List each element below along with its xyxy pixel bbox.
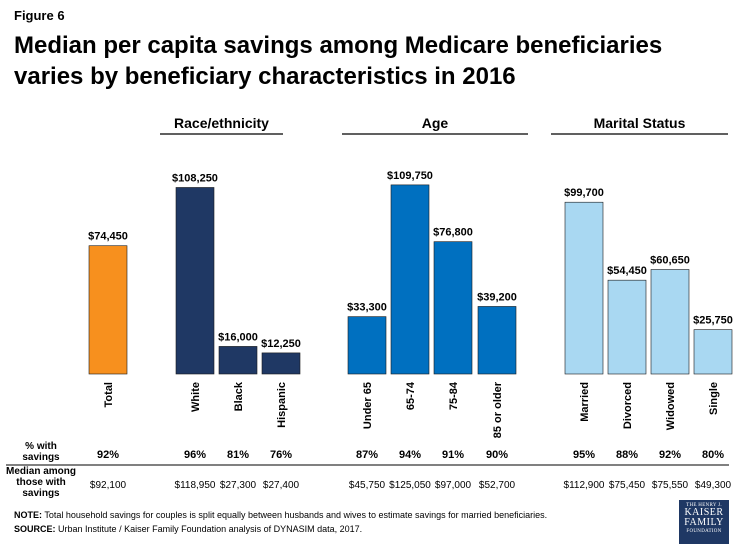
pct-row-label: % with savings (22, 441, 60, 463)
median-among-savers: $112,900 (564, 480, 605, 491)
pct-with-savings: 80% (702, 449, 724, 461)
pct-with-savings: 95% (573, 449, 595, 461)
data-label: $109,750 (387, 170, 433, 182)
pct-with-savings: 92% (659, 449, 681, 461)
median-among-savers: $27,300 (220, 480, 257, 491)
data-label: $76,800 (433, 227, 473, 239)
bar (693, 329, 733, 375)
median-among-savers: $52,700 (479, 480, 516, 491)
source-label: SOURCE: (14, 524, 56, 534)
median-among-savers: $92,100 (90, 480, 127, 491)
note-text: Total household savings for couples is s… (44, 510, 548, 520)
bar (390, 184, 430, 375)
category-label: Black (233, 381, 245, 411)
data-label: $99,700 (564, 187, 604, 199)
data-label: $54,450 (607, 265, 647, 277)
source: SOURCE: Urban Institute / Kaiser Family … (14, 524, 362, 534)
pct-with-savings: 94% (399, 449, 421, 461)
median-row-label: Median among those with savings (6, 466, 77, 499)
bar (607, 279, 647, 375)
bar (650, 269, 690, 375)
category-label: Under 65 (362, 382, 374, 429)
data-label: $33,300 (347, 302, 387, 314)
note: NOTE: Total household savings for couple… (14, 510, 547, 520)
group-header: Race/ethnicity (174, 115, 269, 131)
group-header: Marital Status (594, 115, 686, 131)
note-label: NOTE: (14, 510, 42, 520)
bar (564, 201, 604, 375)
data-label: $60,650 (650, 254, 690, 266)
data-label: $16,000 (218, 331, 258, 343)
pct-with-savings: 87% (356, 449, 378, 461)
category-label: Married (579, 382, 591, 422)
category-label: Hispanic (276, 382, 288, 428)
chart-title: Median per capita savings among Medicare… (14, 32, 663, 90)
category-label: Single (708, 382, 720, 415)
data-label: $108,250 (172, 172, 218, 184)
bar (433, 241, 473, 375)
category-label: 75-84 (448, 381, 460, 410)
category-label: 85 or older (492, 381, 504, 438)
pct-with-savings: 92% (97, 449, 119, 461)
group-header: Age (422, 115, 449, 131)
source-text: Urban Institute / Kaiser Family Foundati… (58, 524, 363, 534)
pct-with-savings: 91% (442, 449, 464, 461)
data-label: $25,750 (693, 315, 733, 327)
category-label: 65-74 (405, 381, 417, 410)
bar (477, 306, 517, 375)
pct-with-savings: 76% (270, 449, 292, 461)
figure-label: Figure 6 (14, 8, 65, 23)
kff-logo: THE HENRY J. KAISER FAMILY FOUNDATION (679, 500, 729, 544)
pct-with-savings: 81% (227, 449, 249, 461)
bar-chart: $74,450 Total 92% $92,100 Race/ethnicity $108… (6, 115, 733, 491)
median-among-savers: $45,750 (349, 480, 386, 491)
median-among-savers: $49,300 (695, 480, 732, 491)
data-label: $39,200 (477, 291, 517, 303)
median-among-savers: $97,000 (435, 480, 472, 491)
category-label: White (190, 382, 202, 412)
category-label: Total (103, 382, 115, 407)
bar (175, 187, 215, 375)
pct-with-savings: 90% (486, 449, 508, 461)
bar (347, 316, 387, 375)
bar (261, 352, 301, 375)
bar (88, 245, 128, 375)
data-label: $74,450 (88, 231, 128, 243)
category-label: Divorced (622, 382, 634, 429)
median-among-savers: $118,950 (175, 480, 216, 491)
median-among-savers: $27,400 (263, 480, 300, 491)
category-label: Widowed (665, 382, 677, 430)
pct-with-savings: 96% (184, 449, 206, 461)
pct-with-savings: 88% (616, 449, 638, 461)
bar (218, 346, 258, 375)
median-among-savers: $75,550 (652, 480, 689, 491)
data-label: $12,250 (261, 338, 301, 350)
median-among-savers: $125,050 (389, 480, 431, 491)
median-among-savers: $75,450 (609, 480, 646, 491)
